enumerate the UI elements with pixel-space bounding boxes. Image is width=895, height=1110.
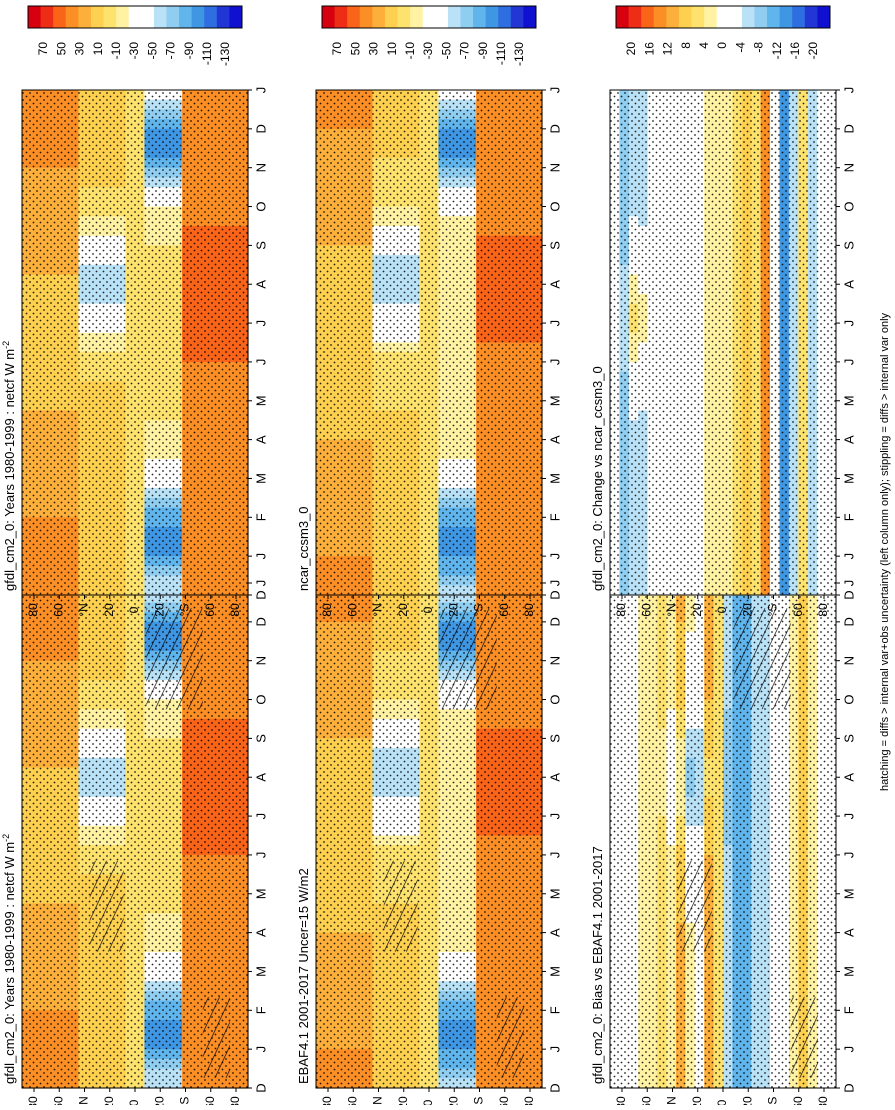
month-tick-label: M [547,888,562,899]
month-tick-label: J [253,813,268,820]
hatch-region [734,608,791,709]
month-tick-label: D [253,617,268,626]
month-tick-label: M [841,888,856,899]
month-tick-label: S [253,734,268,743]
lat-tick-label: 60 [203,1096,217,1105]
month-tick-label: M [841,966,856,977]
lat-tick-label: 0 [715,1099,729,1105]
lat-tick-label: 60 [791,1096,805,1105]
month-tick-label: D [547,1083,562,1092]
lat-tick-label: °S [472,1097,486,1105]
month-tick-label: A [547,773,562,782]
panel-title: gfdl_cm2_0: Bias vs EBAF4.1 2001-2017 [590,846,605,1084]
lat-tick-label: 80 [816,1096,830,1105]
month-tick-label: O [841,694,856,704]
month-tick-label: M [253,888,268,899]
lat-tick-label: 20 [690,1096,704,1105]
lat-tick-label: °N [371,1096,385,1105]
month-tick-label: M [547,966,562,977]
month-tick-label: N [253,656,268,665]
lat-tick-label: 0 [127,1099,141,1105]
month-tick-label: M [253,966,268,977]
lat-tick-label: 80 [320,1096,334,1105]
lat-tick-label: 60 [51,1096,65,1105]
lat-tick-label: 80 [522,1096,536,1105]
month-tick-label: A [841,928,856,937]
lat-tick-label: 0 [421,1099,435,1105]
month-tick-label: D [253,1083,268,1092]
lat-tick-label: 20 [740,1096,754,1105]
hatch-region [203,997,230,1078]
month-tick-label: J [841,852,856,859]
month-tick-label: A [841,773,856,782]
hatch-region [90,861,124,952]
lat-tick-label: 60 [639,1096,653,1105]
month-tick-label: J [841,580,856,587]
month-tick-label: J [253,580,268,587]
hatch-region [146,608,203,709]
month-tick-label: J [253,852,268,859]
month-tick-label: N [841,656,856,665]
hatch-region [440,608,497,709]
lat-tick-label: 20 [446,1096,460,1105]
lat-tick-label: °S [178,1097,192,1105]
month-tick-label: N [547,656,562,665]
month-tick-label: A [547,928,562,937]
month-tick-label: O [253,694,268,704]
lat-tick-label: °S [766,1097,780,1105]
month-tick-label: F [253,1006,268,1014]
hatch-region [497,997,524,1078]
lat-tick-label: 60 [497,1096,511,1105]
month-tick-label: S [547,734,562,743]
month-tick-label: J [841,813,856,820]
month-tick-label: J [547,813,562,820]
month-tick-label: F [841,1006,856,1014]
month-tick-label: J [547,580,562,587]
lat-tick-label: 80 [26,1096,40,1105]
lat-tick-label: °N [665,1096,679,1105]
month-tick-label: D [547,617,562,626]
lat-tick-label: °N [77,1096,91,1105]
hatch-region [791,997,818,1078]
lat-tick-label: 80 [228,1096,242,1105]
month-tick-label: F [547,1006,562,1014]
lat-tick-label: 20 [152,1096,166,1105]
month-tick-label: J [547,1046,562,1053]
month-tick-label: J [253,1046,268,1053]
panel-title: gfdl_cm2_0: Years 1980-1999 : netcf W m-… [1,834,17,1084]
month-tick-label: A [253,928,268,937]
month-tick-label: O [547,694,562,704]
month-tick-label: D [841,617,856,626]
month-tick-label: J [547,852,562,859]
month-tick-label: D [841,1083,856,1092]
lat-tick-label: 80 [614,1096,628,1105]
hatch-region [384,861,418,952]
month-tick-label: J [841,1046,856,1053]
lat-tick-label: 20 [396,1096,410,1105]
lat-tick-label: 20 [102,1096,116,1105]
month-tick-label: S [841,734,856,743]
hatch-region [678,861,712,952]
month-tick-label: A [253,773,268,782]
panel-title: EBAF4.1 2001-2017 Uncer=15 W/m2 [296,868,311,1084]
lat-tick-label: 60 [345,1096,359,1105]
